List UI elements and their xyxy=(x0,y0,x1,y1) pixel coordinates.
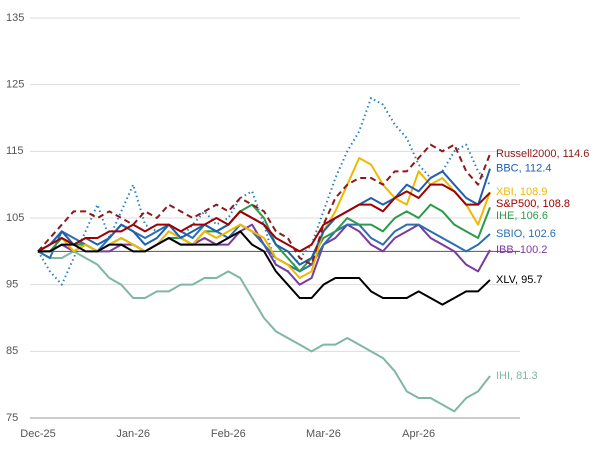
y-tick-label: 115 xyxy=(6,145,24,157)
series-label: SBIO, 102.6 xyxy=(496,228,556,240)
y-tick-label: 125 xyxy=(6,79,24,91)
y-tick-label: 75 xyxy=(6,412,18,424)
series-label: BBC, 112.4 xyxy=(496,163,551,175)
series-label: S&P500, 108.8 xyxy=(496,198,570,210)
series-line xyxy=(37,250,491,413)
series-label: XLV, 95.7 xyxy=(496,274,543,286)
y-tick-label: 135 xyxy=(6,12,24,24)
series-label: IBB, 100.2 xyxy=(496,244,547,256)
x-tick-label: Jan-26 xyxy=(116,428,150,440)
series-label: Russell2000, 114.6 xyxy=(496,148,589,160)
series-line xyxy=(38,230,491,306)
series-label: IHI, 81.3 xyxy=(496,370,538,382)
y-tick-label: 85 xyxy=(6,345,18,357)
x-tick-label: Mar-26 xyxy=(306,428,341,440)
series-label: XBI, 108.9 xyxy=(496,186,547,198)
x-tick-label: Feb-26 xyxy=(211,428,246,440)
series-line xyxy=(37,223,491,273)
series-label: IHE, 106.6 xyxy=(496,210,548,222)
series-line xyxy=(37,157,491,279)
series-line xyxy=(37,97,491,286)
x-tick-label: Apr-26 xyxy=(402,428,435,440)
y-tick-label: 105 xyxy=(6,212,24,224)
y-tick-label: 95 xyxy=(6,279,18,291)
series-line xyxy=(37,143,491,266)
x-tick-label: Dec-25 xyxy=(20,428,55,440)
series-line xyxy=(37,183,491,253)
